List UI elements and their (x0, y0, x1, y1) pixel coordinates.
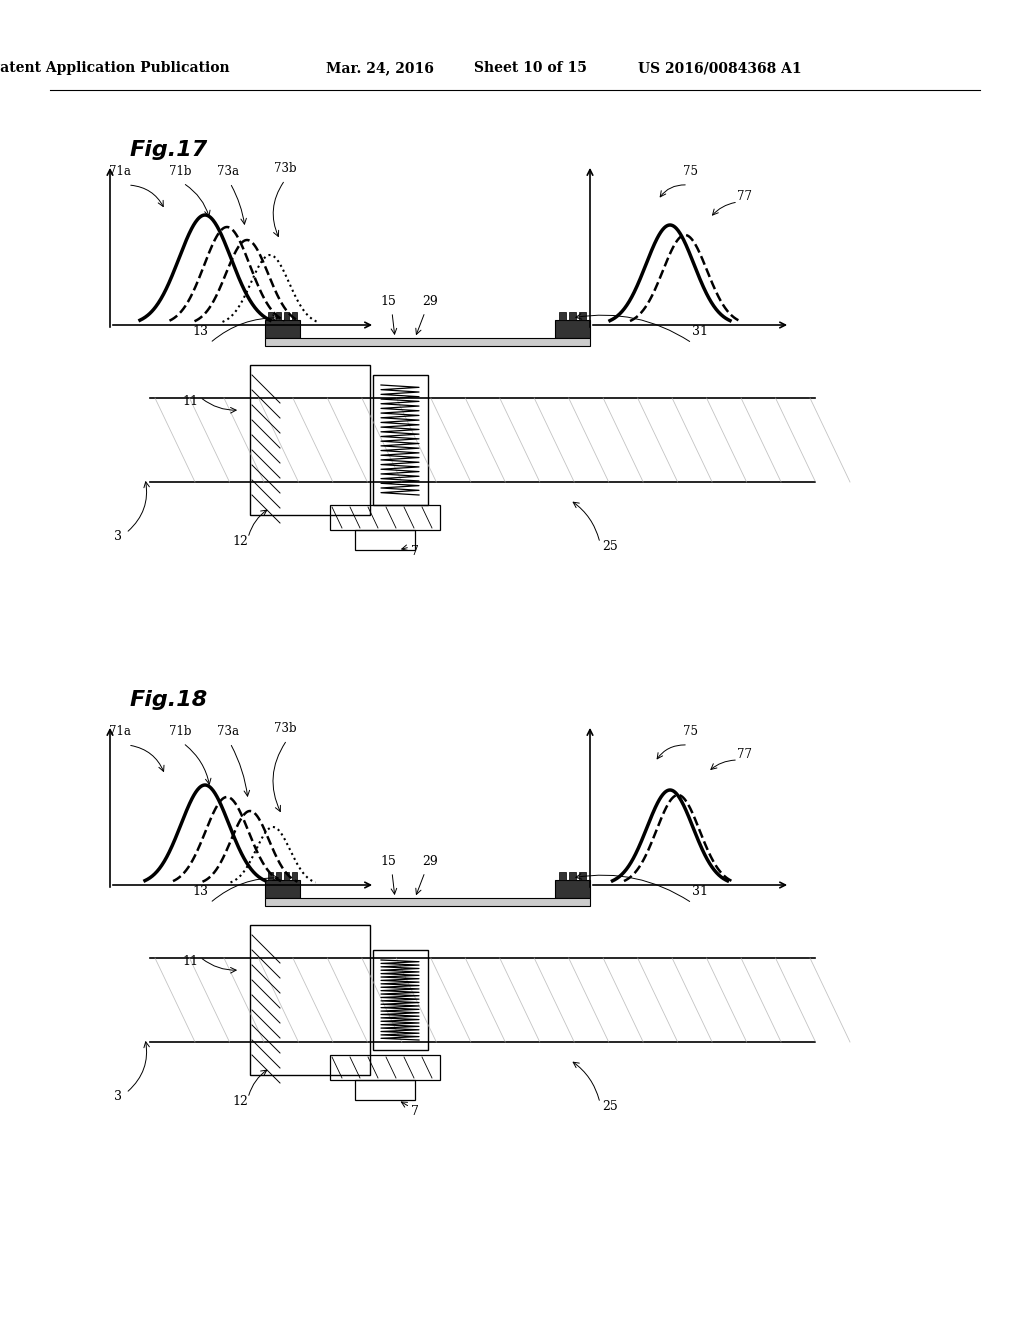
Text: 75: 75 (683, 165, 697, 178)
Text: 71a: 71a (110, 165, 131, 178)
Bar (284, 312, 289, 319)
Text: 11: 11 (182, 954, 198, 968)
Bar (579, 312, 586, 319)
Bar (569, 312, 575, 319)
Text: 12: 12 (232, 1096, 248, 1107)
Text: 13: 13 (193, 884, 208, 898)
Bar (330, 506, 440, 531)
Text: 12: 12 (232, 535, 248, 548)
Bar (355, 531, 415, 550)
Text: 3: 3 (114, 1090, 122, 1104)
Bar (355, 1080, 415, 1100)
Bar (265, 338, 590, 346)
Bar (276, 873, 281, 880)
Text: 73b: 73b (273, 162, 296, 176)
Bar (268, 873, 273, 880)
Text: US 2016/0084368 A1: US 2016/0084368 A1 (638, 61, 802, 75)
Text: 71a: 71a (110, 725, 131, 738)
Text: 31: 31 (692, 884, 708, 898)
Text: 11: 11 (182, 395, 198, 408)
Text: Patent Application Publication: Patent Application Publication (0, 61, 229, 75)
Bar (555, 880, 590, 898)
Bar (555, 319, 590, 338)
Text: 25: 25 (602, 540, 617, 553)
Text: 25: 25 (602, 1100, 617, 1113)
Bar (373, 950, 428, 1049)
Text: 71b: 71b (169, 725, 191, 738)
Text: 73a: 73a (217, 725, 239, 738)
Bar (292, 873, 297, 880)
Text: 29: 29 (422, 855, 438, 869)
Text: 3: 3 (114, 531, 122, 543)
Bar (330, 1055, 440, 1080)
Text: 13: 13 (193, 325, 208, 338)
Bar (373, 375, 428, 506)
Text: 77: 77 (737, 748, 753, 762)
Bar (559, 312, 566, 319)
Text: Fig.18: Fig.18 (130, 690, 208, 710)
Text: 77: 77 (737, 190, 753, 203)
Bar (250, 925, 370, 1074)
Text: 7: 7 (411, 545, 419, 558)
Text: 7: 7 (411, 1105, 419, 1118)
Bar (569, 873, 575, 880)
Bar (268, 312, 273, 319)
Bar (292, 312, 297, 319)
Text: 71b: 71b (169, 165, 191, 178)
Bar (265, 880, 300, 898)
Bar (265, 898, 590, 906)
Bar (284, 873, 289, 880)
Bar (559, 873, 566, 880)
Text: 75: 75 (683, 725, 697, 738)
Text: 73b: 73b (273, 722, 296, 735)
Text: Sheet 10 of 15: Sheet 10 of 15 (473, 61, 587, 75)
Text: Mar. 24, 2016: Mar. 24, 2016 (326, 61, 434, 75)
Text: 73a: 73a (217, 165, 239, 178)
Text: 15: 15 (380, 855, 396, 869)
Bar (579, 873, 586, 880)
Text: 31: 31 (692, 325, 708, 338)
Text: 15: 15 (380, 294, 396, 308)
Text: 29: 29 (422, 294, 438, 308)
Bar (250, 366, 370, 515)
Bar (265, 319, 300, 338)
Text: Fig.17: Fig.17 (130, 140, 208, 160)
Bar (276, 312, 281, 319)
